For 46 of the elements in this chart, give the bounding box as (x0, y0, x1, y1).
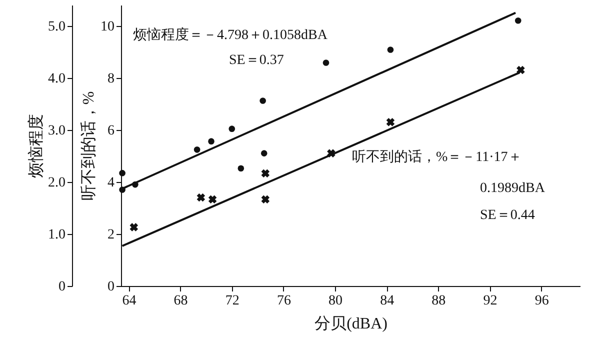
x-tick-label: 80 (328, 294, 343, 308)
annotation: SE＝0.44 (480, 208, 535, 223)
y2-tick-label: 4 (108, 175, 114, 190)
point (130, 223, 138, 232)
point (260, 150, 268, 156)
y2-tick-label: 8 (108, 71, 114, 86)
x-tick-label: 64 (122, 294, 136, 308)
point (387, 46, 394, 53)
annotation: 0.1989dBA (480, 181, 546, 196)
point (322, 60, 330, 66)
x-tick-label: 72 (225, 294, 240, 308)
point (386, 118, 395, 126)
y2-tick-label: 2 (108, 227, 114, 242)
x-tick-label: 92 (483, 294, 498, 308)
point (238, 165, 244, 172)
x-tick-label: 76 (276, 294, 291, 308)
point (516, 66, 525, 74)
y-tick-label: 4.0 (48, 71, 66, 86)
point (514, 17, 522, 24)
point (260, 98, 266, 104)
point (261, 195, 270, 204)
y-tick-label: 1.0 (48, 227, 66, 242)
x-tick-label: 84 (380, 294, 394, 308)
point (119, 170, 126, 176)
x-tick-label: 96 (534, 294, 549, 308)
annotation: SE＝0.37 (229, 53, 284, 68)
y2-axis-title: 听不到的话，% (80, 91, 98, 201)
point (228, 126, 236, 132)
point (194, 146, 200, 153)
y-tick-label: 5.0 (48, 19, 66, 34)
point (261, 169, 270, 178)
annotation: 烦恼程度＝－4.798＋0.1058dBA (133, 27, 328, 43)
point (208, 138, 214, 144)
point (208, 195, 217, 204)
annotation: 听不到的话，%＝－11·17＋ (352, 149, 522, 165)
y-tick-label: 2.0 (48, 175, 66, 190)
x-tick-label: 68 (174, 294, 188, 308)
x-axis-title: 分贝(dBA) (314, 316, 388, 332)
y-tick-label: 0 (58, 280, 66, 294)
point (196, 193, 206, 202)
y-tick-label: 3.0 (48, 123, 66, 138)
x-tick-label: 88 (432, 294, 446, 308)
y-axis-title: 烦恼程度 (27, 114, 45, 178)
y2-tick-label: 10 (100, 19, 114, 34)
y2-tick-label: 0 (108, 280, 114, 294)
y2-tick-label: 6 (108, 123, 114, 138)
